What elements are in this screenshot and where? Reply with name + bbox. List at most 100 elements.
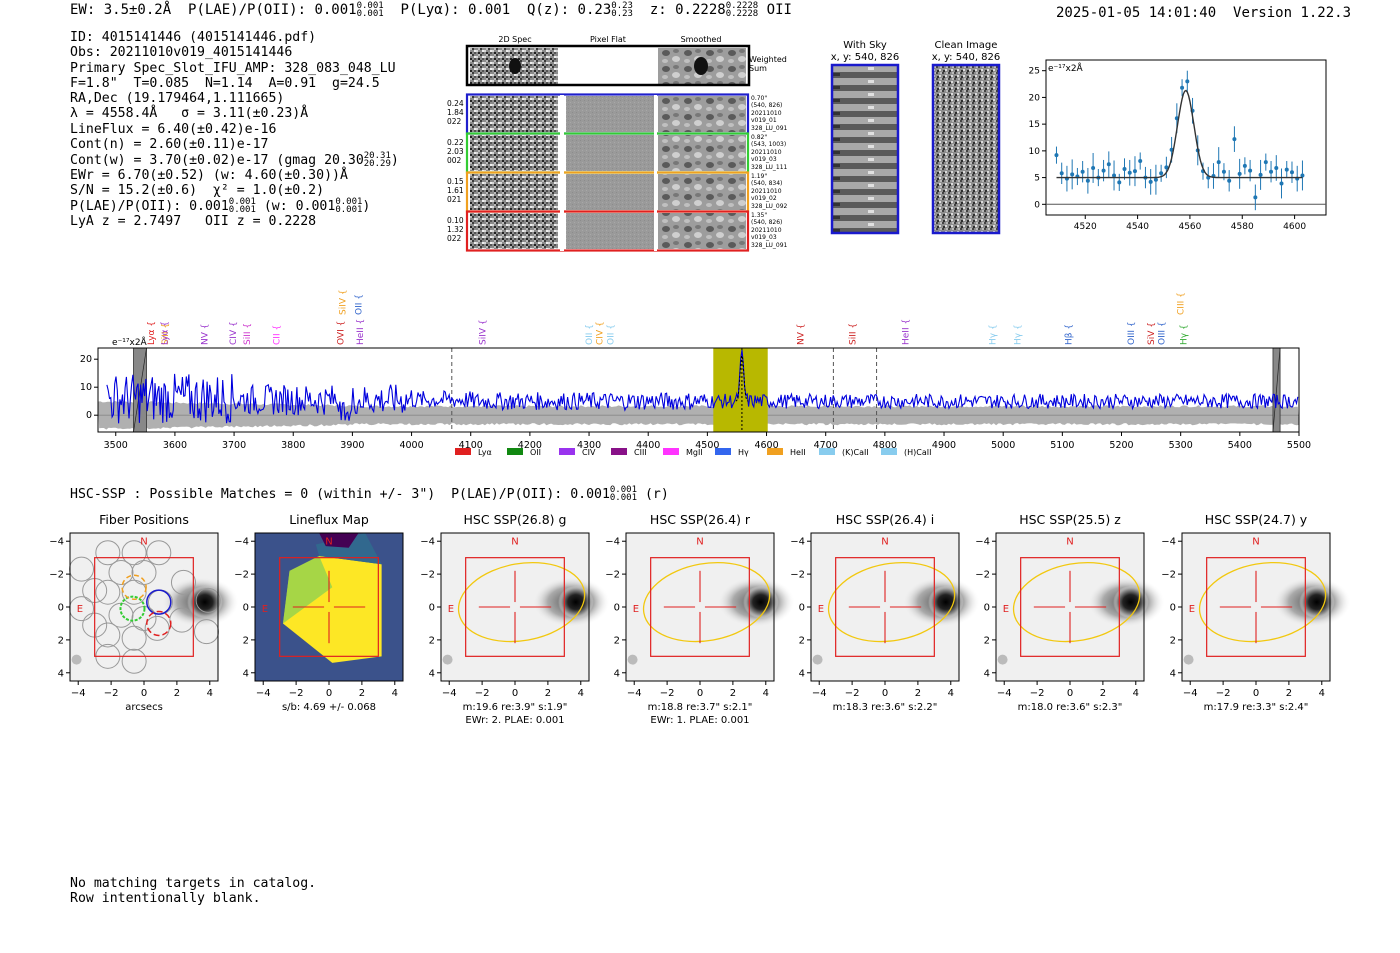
hsc-panel-6: HSC SSP(24.7) y N E −4 4 −2 2 0 0 2 −2 4 −4 m:17.9 re…: [1161, 512, 1351, 713]
catalog-footer: No matching targets in catalog. Row inte…: [70, 876, 316, 906]
zoom-data-point: [1070, 172, 1075, 177]
faint-source: [812, 654, 823, 665]
fiber-circle: [121, 625, 147, 651]
zoom-data-point: [1185, 79, 1190, 84]
hsc-x-tick-label: 2: [174, 688, 180, 699]
line-label-text: Lyα {: [160, 321, 170, 345]
hsc-y-tick-label: 2: [1170, 635, 1176, 646]
fiber-row-1: 0.24 1.84 022 0.70" (540, 826) 20211010 …: [447, 93, 788, 135]
info-contw: Cont(w) = 3.70(±0.02)e-17 (gmag 20.30: [70, 153, 364, 169]
hsc-x-tick-label: −4: [627, 688, 642, 699]
fiber-circle: [95, 540, 121, 566]
line-label-text: Hβ {: [1064, 324, 1074, 345]
zoom-data-point: [1054, 153, 1059, 158]
line-label: Hγ {: [1013, 324, 1023, 345]
hsc-y-tick-label: 4: [429, 668, 435, 679]
info-plae-row: P(LAE)/P(OII): 0.001 0.001 0.001 (w: 0.001…: [70, 197, 399, 215]
header-qz-lo: 0.23: [611, 9, 633, 19]
hsc-x-tick-label: −4: [997, 688, 1012, 699]
fiber-2-right-d: v019_03: [751, 156, 777, 163]
line-label: Hγ {: [1180, 324, 1190, 345]
north-label: N: [881, 537, 888, 548]
hsc-panel-0: Fiber Positions N E −4 4 −2 2 0 0 2 −2 4 −4 arcsecs: [49, 512, 239, 713]
zoom-data-point: [1085, 178, 1090, 183]
dashed-lines: [451, 348, 878, 432]
full-x-tick-label: 3800: [281, 440, 305, 451]
hsc-y-tick-label: −2: [49, 570, 64, 581]
legend-swatch: [507, 448, 523, 455]
faint-source: [627, 654, 638, 665]
legend-label: (K)CaII: [842, 448, 869, 457]
line-label-text: CIV {: [229, 321, 239, 345]
zoom-data-point: [1180, 85, 1185, 90]
header-plya: P(Lyα): 0.001: [400, 2, 511, 18]
zoom-data-point: [1164, 165, 1169, 170]
line-label: NV {: [200, 324, 210, 345]
info-contw-hi: 20.31: [363, 151, 391, 162]
zoom-x-tick-label: 4600: [1283, 222, 1306, 230]
north-label: N: [140, 537, 147, 548]
hsc-y-tick-label: −2: [420, 570, 435, 581]
fiber-1-right-d: v019_01: [751, 117, 777, 124]
search-box: [1020, 557, 1120, 657]
hsc-y-tick-label: 2: [429, 635, 435, 646]
hsc-caption-1: m:19.6 re:3.9" s:1.9": [463, 702, 568, 713]
hsc-y-tick-label: 0: [799, 603, 805, 614]
full-x-tick-label: 4600: [754, 440, 778, 451]
zoom-plot-frame: [1045, 59, 1327, 216]
footer-line-2: Row intentionally blank.: [70, 891, 261, 906]
header-z-line: OII: [766, 2, 792, 18]
full-x-tick-label: 4000: [399, 440, 423, 451]
line-label: SiV {: [1147, 322, 1157, 345]
line-label: SiII {: [848, 323, 858, 345]
clean-xy: x, y: 540, 826: [932, 52, 1001, 63]
search-box: [94, 557, 194, 657]
hsc-x-tick-label: 2: [1286, 688, 1292, 699]
zoom-data-point: [1159, 171, 1164, 176]
info-plae-w-hi: 0.001: [335, 197, 363, 208]
header-qz: Q(z): 0.23: [526, 2, 612, 18]
zoom-data-point: [1091, 165, 1096, 170]
info-primary: Primary Spec_Slot_IFU_AMP: 328_083_048_L…: [70, 60, 396, 76]
faint-source: [997, 654, 1008, 665]
line-label: HeII {: [902, 319, 912, 345]
header-z: z: 0.2228: [649, 2, 726, 18]
hsc-panel-4: HSC SSP(26.4) i N E −4 4 −2 2 0 0 2 −2 4 −4 m:18.3 re…: [790, 512, 980, 713]
zoom-data-point: [1080, 169, 1085, 174]
hsc-panel-title: HSC SSP(25.5) z: [1019, 512, 1121, 527]
header-datetime: 2025-01-05 14:01:40: [1056, 5, 1217, 21]
hsc-caption-1: s/b: 4.69 +/- 0.068: [282, 702, 376, 713]
full-x-tick-label: 4900: [932, 440, 956, 451]
fiber-4-right-a: 1.35": [751, 212, 767, 219]
legend-swatch: [819, 448, 835, 455]
line-label: Lyα {: [160, 321, 170, 345]
zoom-spectrum-chart: e⁻¹⁷x2Å 0 5 10 15 20 25 4520 4540 4560 4580 4600: [1029, 59, 1327, 230]
hsc-x-tick-label: 0: [1067, 688, 1073, 699]
header-ew: EW: 3.5±0.2Å: [70, 2, 172, 18]
with-sky-xy: x, y: 540, 826: [831, 52, 900, 63]
header-plae: P(LAE)/P(OII): 0.001: [188, 2, 357, 18]
hsc-x-tick-label: 0: [326, 688, 332, 699]
line-label-text: SiII {: [243, 323, 253, 345]
line-label-text: OII {: [585, 324, 595, 345]
line-label-text: OIII {: [1127, 321, 1137, 345]
peak-model: [735, 354, 749, 402]
zoom-data-point: [1279, 181, 1284, 186]
fiber-circle: [95, 579, 121, 605]
legend-label: Lyα: [478, 448, 492, 457]
hsc-y-tick-label: 4: [58, 668, 64, 679]
hsc-panel-title: HSC SSP(24.7) y: [1205, 512, 1308, 527]
legend-swatch: [767, 448, 783, 455]
header-qz-hi: 0.23: [611, 1, 633, 11]
hsc-y-tick-label: −4: [975, 537, 990, 548]
zoom-data-point: [1132, 169, 1137, 174]
hsc-y-tick-label: −4: [234, 537, 249, 548]
fiber-3-left-c: 021: [447, 195, 462, 204]
hsc-y-tick-label: −2: [975, 570, 990, 581]
hsc-panels: Fiber Positions N E −4 4 −2 2 0 0 2 −2 4 −4 arcsecs Li…: [49, 512, 1351, 726]
zoom-data-point: [1227, 178, 1232, 183]
header-plae-lo: 0.001: [356, 9, 384, 19]
line-label: CIV {: [596, 321, 606, 345]
info-plae-hi: 0.001: [228, 197, 256, 208]
weighted-label-1: Weighted: [749, 55, 787, 64]
